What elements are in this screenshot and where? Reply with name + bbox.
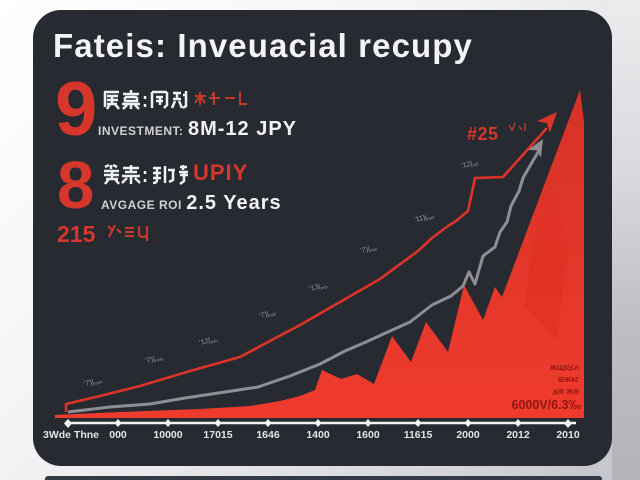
svg-text:3Wde Thne: 3Wde Thne [43,429,99,441]
svg-text:ΘЖ¥£: ΘЖ¥£ [558,375,580,384]
svg-text:17015: 17015 [203,429,232,441]
svg-text:'12|mil: '12|mil [461,159,479,170]
svg-text:'7)|mim: '7)|mim [145,354,164,366]
svg-text:'7)|mill: '7)|mill [259,309,276,320]
svg-text:1600: 1600 [356,429,380,441]
svg-text:ЖЩtξ£л: ЖЩtξ£л [549,363,579,372]
svg-text:2000: 2000 [456,429,480,441]
svg-text:1646: 1646 [256,429,280,441]
svg-text:10000: 10000 [153,429,182,441]
svg-text:'7)|mim: '7)|mim [84,377,103,389]
svg-text:6000V/6.3‰: 6000V/6.3‰ [512,398,582,412]
svg-text:'13|min: '13|min [309,282,329,294]
svg-text:1400: 1400 [306,429,330,441]
svg-text:000: 000 [109,429,127,441]
svg-text:2012: 2012 [506,429,530,441]
svg-text:#25: #25 [467,124,499,144]
svg-text:дЖ ЖΘ: дЖ ЖΘ [553,387,579,396]
svg-text:11615: 11615 [404,429,433,441]
svg-text:'7)|min: '7)|min [360,244,378,255]
svg-text:'11)jmer: '11)jmer [414,212,436,224]
svg-text:'12|min: '12|min [199,336,219,348]
svg-text:2010: 2010 [556,429,580,441]
